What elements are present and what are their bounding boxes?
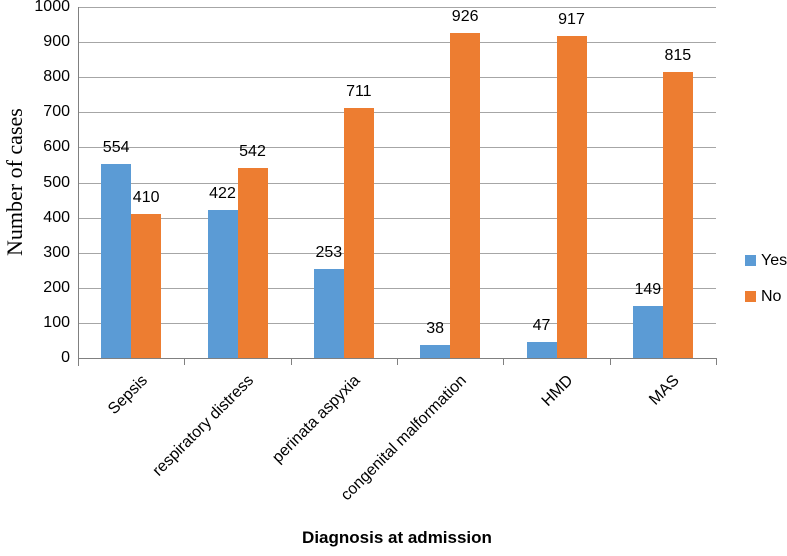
y-tick-label: 400 bbox=[43, 208, 70, 226]
bar-yes-3 bbox=[420, 344, 451, 358]
bar-no-2 bbox=[343, 108, 374, 358]
y-tick-label: 600 bbox=[43, 138, 70, 156]
bar-value-label: 149 bbox=[634, 280, 662, 298]
bar-value-label: 917 bbox=[558, 11, 585, 29]
x-axis-title: Diagnosis at admission bbox=[302, 528, 492, 547]
legend-swatch-icon bbox=[745, 255, 756, 266]
category-label: congenital malformation bbox=[338, 372, 471, 505]
category-label: respiratory distress bbox=[149, 372, 258, 480]
x-axis-tick bbox=[397, 358, 398, 365]
bar-yes-4 bbox=[526, 341, 557, 358]
bar-value-label: 422 bbox=[209, 184, 236, 202]
gridline-600 bbox=[78, 147, 716, 149]
bar-no-5 bbox=[662, 71, 693, 358]
y-tick-label: 100 bbox=[43, 313, 70, 331]
gridline-100 bbox=[78, 322, 716, 324]
legend-swatch-icon bbox=[745, 291, 756, 302]
y-tick-label: 200 bbox=[43, 278, 70, 296]
bar-value-label: 711 bbox=[346, 83, 372, 101]
gridline-900 bbox=[78, 42, 716, 44]
legend-label: No bbox=[761, 288, 782, 305]
bar-value-label: 38 bbox=[426, 319, 445, 337]
category-label: perinata aspyxia bbox=[269, 372, 364, 467]
y-tick-label: 0 bbox=[61, 349, 70, 366]
bar-value-label: 253 bbox=[315, 244, 343, 262]
plot-area: 554 422 253 38 47 149 410 542 711 926 917 815 bbox=[78, 7, 717, 366]
bar-yes-1 bbox=[207, 209, 238, 358]
category-label: Sepsis bbox=[105, 372, 152, 418]
y-tick-label: 500 bbox=[43, 173, 70, 191]
bar-no-4 bbox=[556, 36, 587, 358]
bar-value-label: 815 bbox=[664, 46, 692, 64]
gridline-400 bbox=[78, 217, 716, 219]
y-tick-label: 900 bbox=[43, 33, 70, 51]
gridline-300 bbox=[78, 252, 716, 254]
gridline-700 bbox=[78, 112, 716, 114]
y-tick-label: 300 bbox=[43, 243, 70, 261]
bar-no-3 bbox=[450, 32, 481, 358]
bar-yes-0 bbox=[101, 163, 132, 358]
y-tick-label: 800 bbox=[43, 68, 70, 86]
bar-yes-2 bbox=[313, 269, 344, 358]
bar-value-label: 542 bbox=[239, 142, 266, 160]
gridline-500 bbox=[78, 182, 716, 184]
x-axis-tick bbox=[184, 358, 186, 365]
category-label: HMD bbox=[538, 372, 577, 410]
legend-item-yes: Yes bbox=[745, 252, 787, 269]
x-axis-tick bbox=[609, 358, 611, 365]
bar-no-1 bbox=[237, 167, 268, 358]
legend: Yes No bbox=[745, 252, 787, 324]
x-axis-tick bbox=[290, 358, 292, 365]
legend-item-no: No bbox=[745, 288, 787, 305]
legend-label: Yes bbox=[761, 252, 787, 269]
bar-value-label: 410 bbox=[132, 189, 160, 207]
x-axis-tick bbox=[503, 358, 505, 365]
bar-yes-5 bbox=[632, 305, 663, 358]
category-label: MAS bbox=[646, 372, 683, 409]
bar-value-label: 926 bbox=[451, 7, 479, 25]
y-axis-line bbox=[78, 7, 79, 366]
y-tick-label: 700 bbox=[43, 103, 70, 121]
bar-value-label: 47 bbox=[532, 316, 551, 334]
bar-value-label: 554 bbox=[102, 138, 130, 156]
y-tick-label: 1000 bbox=[34, 0, 70, 15]
gridline-800 bbox=[78, 77, 716, 79]
gridline-200 bbox=[78, 287, 716, 289]
gridline-1000 bbox=[78, 7, 716, 8]
bar-no-0 bbox=[131, 214, 162, 358]
x-axis-tick bbox=[716, 358, 717, 365]
